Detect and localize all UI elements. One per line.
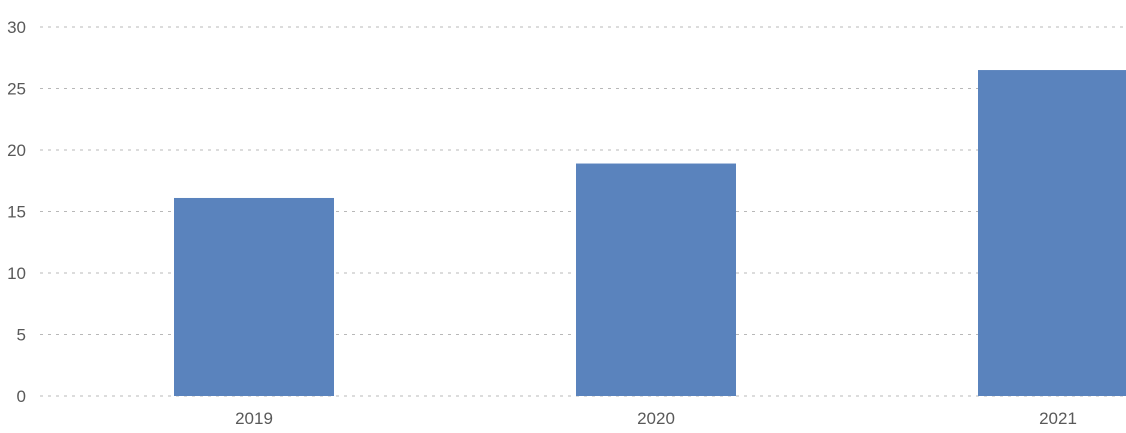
y-tick-label: 15 [7,203,26,222]
x-tick-label-2021: 2021 [1039,409,1077,428]
y-tick-label: 10 [7,264,26,283]
bars [174,70,1126,397]
y-tick-label: 5 [17,326,26,345]
y-tick-label: 0 [17,387,26,406]
x-tick-label-2020: 2020 [637,409,675,428]
bar-2019 [174,197,334,396]
bar-2021 [978,70,1126,397]
y-tick-label: 20 [7,141,26,160]
x-axis-ticks: 2019 2020 2021 [235,409,1077,428]
y-tick-label: 25 [7,80,26,99]
gridlines [40,26,1126,397]
x-tick-label-2019: 2019 [235,409,273,428]
y-tick-label: 30 [7,18,26,37]
y-axis-ticks: 0 5 10 15 20 25 30 [7,18,26,406]
bar-2020 [576,163,736,396]
